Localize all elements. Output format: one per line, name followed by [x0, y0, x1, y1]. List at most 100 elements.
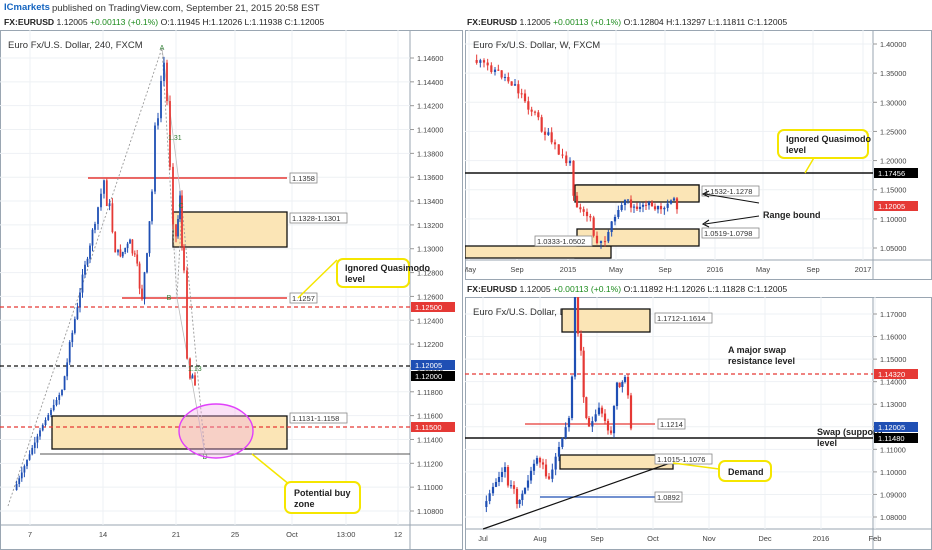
y-tick-label: 1.12200: [417, 340, 443, 349]
y-tick-label: 1.13000: [880, 400, 906, 409]
candle-body: [532, 463, 536, 471]
x-tick-label: May: [609, 265, 623, 274]
candle-body: [177, 219, 179, 237]
h4-callout-qm-line2: level: [345, 274, 365, 284]
weekly-header: FX:EURUSD 1.12005 +0.00113 (+0.1%) O:1.1…: [467, 17, 787, 31]
x-tick-label: 2017: [855, 265, 872, 274]
h4-x-ticks: 7 14 21 25 Oct 13:00 12: [28, 530, 402, 539]
candle-body: [644, 204, 648, 206]
candle-body: [73, 319, 76, 333]
y-tick-label: 1.09000: [880, 490, 906, 499]
daily-tag-current: [874, 422, 918, 432]
h4-label-box-1131: [289, 412, 348, 424]
daily-demand-label: Demand: [728, 467, 764, 477]
x-tick-label: Sep: [806, 265, 819, 274]
daily-header: FX:EURUSD 1.12005 +0.00113 (+0.1%) O:1.1…: [467, 284, 787, 298]
x-tick-label: Jul: [478, 534, 488, 543]
candle-body: [587, 418, 591, 427]
candle-body: [543, 131, 547, 135]
y-tick-label: 1.11600: [417, 412, 443, 421]
daily-label-box-1712: [654, 312, 713, 324]
candle-body: [621, 382, 624, 387]
candle-body: [100, 193, 102, 208]
candle-body: [672, 198, 676, 201]
y-tick-label: 1.40000: [880, 40, 906, 49]
candle-body: [503, 467, 507, 472]
y-tick-label: 1.15000: [880, 186, 906, 195]
candle-body: [568, 160, 572, 164]
weekly-y-ticks: 1.40000 1.35000 1.30000 1.25000 1.20000 1.150…: [873, 40, 906, 253]
daily-tag-1432: [874, 369, 918, 379]
x-tick-label: 2015: [560, 265, 577, 274]
candle-body: [533, 111, 537, 113]
candle-body: [663, 207, 666, 210]
y-tick-label: 1.20000: [880, 157, 906, 166]
candle-body: [626, 199, 630, 201]
candle-body: [565, 155, 568, 164]
h4-open: O:1.11945: [160, 17, 201, 27]
weekly-range-label: Range bound: [763, 210, 821, 220]
weekly-zone-0333-ext: [465, 245, 612, 259]
weekly-open: O:1.12804: [623, 17, 664, 27]
candle-body: [544, 464, 548, 477]
h4-close: C:1.12005: [284, 17, 325, 27]
candle-body: [509, 485, 513, 487]
candle-body: [520, 93, 523, 95]
h4-tag-current-text: 1.12005: [415, 361, 442, 370]
x-tick-label: 14: [99, 530, 107, 539]
candle-body: [179, 195, 181, 220]
y-tick-label: 1.05000: [880, 244, 906, 253]
candle-body: [138, 263, 141, 289]
h4-supply-zone: [172, 211, 288, 248]
candle-body: [669, 200, 673, 204]
candle-body: [612, 405, 616, 434]
h4-chart[interactable]: 1.14600 1.14400 1.14200 1.14000 1.13800 1.136…: [0, 30, 463, 550]
candle-body: [547, 476, 551, 479]
daily-callout-demand: [718, 460, 772, 482]
candle-body: [585, 211, 589, 217]
candle-body: [131, 239, 134, 254]
candle-body: [551, 469, 554, 479]
candle-body: [535, 458, 539, 464]
candle-body: [553, 142, 557, 145]
candle-body: [15, 484, 18, 490]
daily-chart[interactable]: 1.17000 1.16000 1.15000 1.14000 1.13000 1.120…: [465, 297, 932, 550]
candle-body: [595, 235, 599, 244]
candle-body: [47, 415, 50, 420]
candle-body: [500, 472, 504, 477]
candle-body: [618, 382, 621, 387]
weekly-tag-current-text: 1.12005: [878, 202, 905, 211]
h4-callout-buy-line1: Potential buy: [294, 488, 351, 498]
candle-body: [594, 414, 597, 422]
candle-body: [517, 84, 520, 94]
candle-body: [169, 101, 171, 167]
candle-body: [579, 333, 583, 351]
candle-body: [617, 210, 620, 217]
h4-tag-1250-text: 1.12500: [415, 303, 442, 312]
candle-body: [89, 245, 91, 259]
x-tick-label: 13:00: [337, 530, 356, 539]
daily-close: C:1.12005: [747, 284, 788, 294]
candle-body: [591, 421, 594, 427]
h4-label-box-1328: [289, 212, 348, 224]
candle-body: [39, 430, 41, 437]
candle-body: [582, 209, 585, 212]
candle-body: [58, 395, 61, 400]
h4-frame: [0, 30, 463, 550]
brand-logo[interactable]: ICmarkets: [4, 2, 50, 13]
candle-body: [572, 160, 575, 196]
candle-body: [600, 407, 604, 414]
candle-body: [557, 446, 561, 457]
y-tick-label: 1.08000: [880, 513, 906, 522]
h4-callout-qm-line1: Ignored Quasimodo: [345, 263, 431, 273]
candle-body: [97, 207, 99, 224]
h4-tag-1250: [411, 302, 455, 312]
candle-body: [41, 425, 44, 431]
weekly-last: 1.12005: [519, 17, 551, 27]
x-tick-label: 7: [28, 530, 32, 539]
weekly-callout-qm: [777, 129, 869, 159]
publish-bar: ICmarkets published on TradingView.com, …: [0, 0, 932, 16]
weekly-candles: [475, 54, 679, 249]
weekly-chart[interactable]: 1.40000 1.35000 1.30000 1.25000 1.20000 1.150…: [465, 30, 932, 280]
y-tick-label: 1.11200: [417, 459, 443, 468]
